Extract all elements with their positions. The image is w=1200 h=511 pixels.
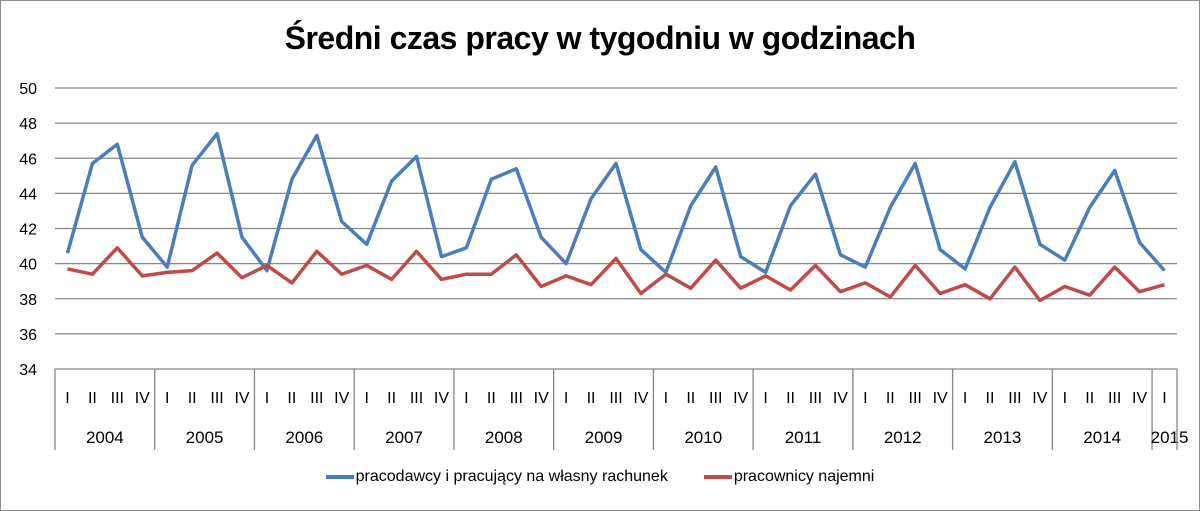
x-tick-quarter: III (609, 390, 622, 407)
x-tick-quarter: II (786, 390, 795, 407)
x-tick-year: 2010 (684, 428, 722, 447)
x-tick-quarter: I (464, 390, 468, 407)
x-tick-quarter: II (487, 390, 496, 407)
x-tick-quarter: II (188, 390, 197, 407)
x-tick-quarter: I (65, 390, 69, 407)
x-tick-quarter: IV (733, 390, 748, 407)
legend-item-employees: pracownicy najemni (703, 468, 875, 486)
x-tick-year: 2009 (585, 428, 623, 447)
x-tick-year: 2004 (86, 428, 124, 447)
x-tick-quarter: I (564, 390, 568, 407)
x-tick-quarter: IV (434, 390, 449, 407)
x-tick-quarter: III (410, 390, 423, 407)
x-tick-year: 2006 (285, 428, 323, 447)
x-tick-quarter: I (1063, 390, 1067, 407)
x-tick-quarter: IV (833, 390, 848, 407)
legend-swatch-red (703, 475, 732, 479)
x-tick-quarter: I (763, 390, 767, 407)
y-tick-label: 42 (19, 222, 37, 239)
y-tick-label: 50 (19, 81, 37, 98)
y-tick-label: 34 (19, 362, 37, 379)
x-tick-quarter: III (1108, 390, 1121, 407)
x-tick-quarter: II (686, 390, 695, 407)
y-tick-label: 46 (19, 151, 37, 168)
x-tick-quarter: III (310, 390, 323, 407)
chart-title: Średni czas pracy w tygodniu w godzinach (284, 20, 916, 56)
x-tick-year: 2014 (1083, 428, 1121, 447)
x-tick-year: 2008 (485, 428, 523, 447)
y-tick-label: 38 (19, 292, 37, 309)
legend-label: pracownicy najemni (733, 468, 875, 485)
series-line-employees (67, 246, 1165, 303)
x-tick-quarter: III (210, 390, 223, 407)
legend-label: pracodawcy i pracujący na własny rachune… (355, 468, 668, 485)
x-tick-quarter: II (986, 390, 995, 407)
x-tick-year: 2007 (385, 428, 423, 447)
x-tick-quarter: IV (334, 390, 349, 407)
x-tick-quarter: II (1085, 390, 1094, 407)
series-line-employers (65, 131, 1166, 275)
x-tick-quarter: II (587, 390, 596, 407)
x-tick-quarter: III (1008, 390, 1021, 407)
x-tick-quarter: III (909, 390, 922, 407)
x-tick-quarter: IV (633, 390, 648, 407)
x-tick-quarter: IV (135, 390, 150, 407)
x-tick-quarter: II (387, 390, 396, 407)
x-tick-quarter: I (963, 390, 967, 407)
x-tick-quarter: I (863, 390, 867, 407)
y-tick-label: 36 (19, 327, 37, 344)
x-tick-quarter: I (664, 390, 668, 407)
x-tick-quarter: IV (1032, 390, 1047, 407)
x-tick-quarter: II (287, 390, 296, 407)
x-tick-quarter: IV (234, 390, 249, 407)
x-tick-year: 2015 (1151, 428, 1189, 447)
x-tick-quarter: III (809, 390, 822, 407)
legend-item-employers: pracodawcy i pracujący na własny rachune… (325, 468, 668, 486)
x-tick-year: 2005 (186, 428, 224, 447)
y-tick-label: 44 (19, 186, 37, 203)
x-tick-quarter: II (88, 390, 97, 407)
x-tick-quarter: III (709, 390, 722, 407)
x-tick-quarter: IV (534, 390, 549, 407)
x-tick-quarter: I (265, 390, 269, 407)
x-tick-quarter: IV (933, 390, 948, 407)
legend-swatch-blue (325, 475, 354, 479)
x-tick-quarter: I (1162, 390, 1166, 407)
x-tick-quarter: III (510, 390, 523, 407)
x-tick-quarter: III (111, 390, 124, 407)
x-tick-quarter: I (364, 390, 368, 407)
x-tick-quarter: I (165, 390, 169, 407)
x-tick-year: 2011 (785, 428, 822, 447)
y-tick-label: 48 (19, 116, 37, 133)
x-tick-quarter: II (886, 390, 895, 407)
x-tick-quarter: IV (1132, 390, 1147, 407)
x-tick-year: 2012 (884, 428, 922, 447)
x-tick-year: 2013 (984, 428, 1022, 447)
legend: pracodawcy i pracujący na własny rachune… (0, 468, 1200, 486)
y-tick-label: 40 (19, 257, 37, 274)
